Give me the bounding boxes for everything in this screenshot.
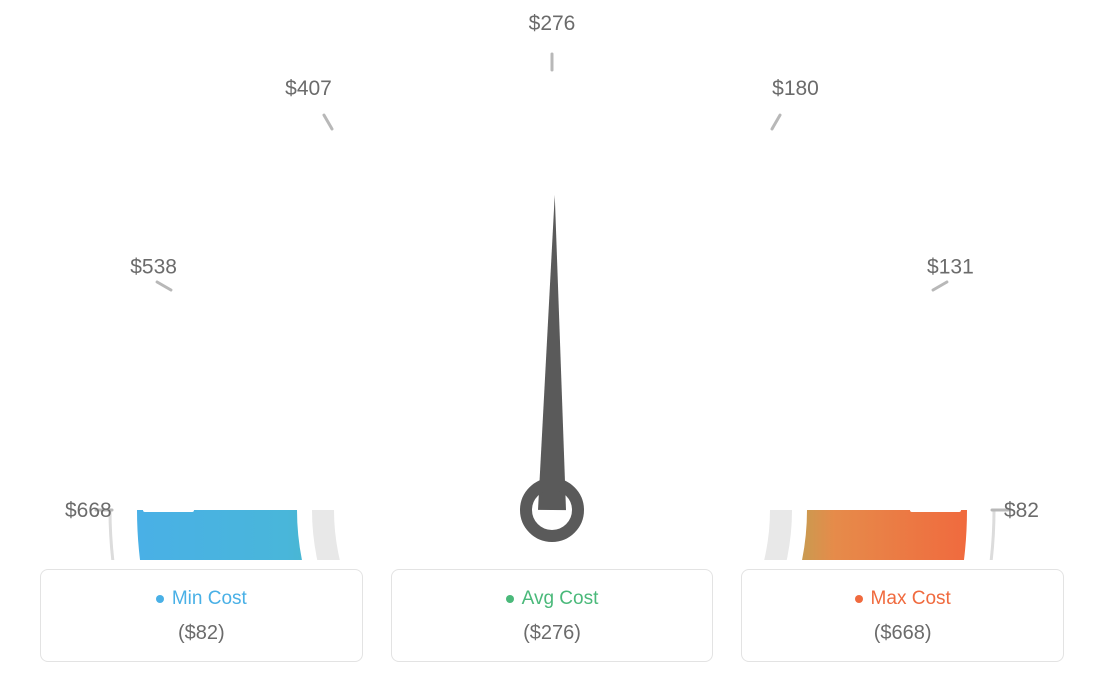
cost-gauge: $82 $131 $180 $276 $407 $538 $668 (0, 0, 1104, 560)
legend-card-max: Max Cost ($668) (741, 569, 1064, 662)
legend-row: Min Cost ($82) Avg Cost ($276) Max Cost … (40, 569, 1064, 662)
dot-icon (855, 595, 863, 603)
dot-icon (156, 595, 164, 603)
legend-label: Max Cost (871, 588, 951, 610)
svg-text:$276: $276 (529, 12, 576, 35)
legend-title-min: Min Cost (156, 588, 247, 610)
legend-card-min: Min Cost ($82) (40, 569, 363, 662)
dot-icon (506, 595, 514, 603)
svg-text:$180: $180 (772, 77, 819, 100)
legend-value-avg: ($276) (404, 622, 701, 645)
svg-text:$82: $82 (1004, 499, 1039, 522)
svg-text:$668: $668 (65, 499, 112, 522)
svg-text:$538: $538 (130, 256, 177, 279)
legend-label: Min Cost (172, 588, 247, 610)
legend-title-avg: Avg Cost (506, 588, 599, 610)
legend-label: Avg Cost (522, 588, 599, 610)
gauge-svg: $82 $131 $180 $276 $407 $538 $668 (0, 0, 1104, 560)
legend-card-avg: Avg Cost ($276) (391, 569, 714, 662)
svg-text:$131: $131 (927, 256, 974, 279)
svg-text:$407: $407 (285, 77, 332, 100)
legend-value-max: ($668) (754, 622, 1051, 645)
legend-value-min: ($82) (53, 622, 350, 645)
legend-title-max: Max Cost (855, 588, 951, 610)
